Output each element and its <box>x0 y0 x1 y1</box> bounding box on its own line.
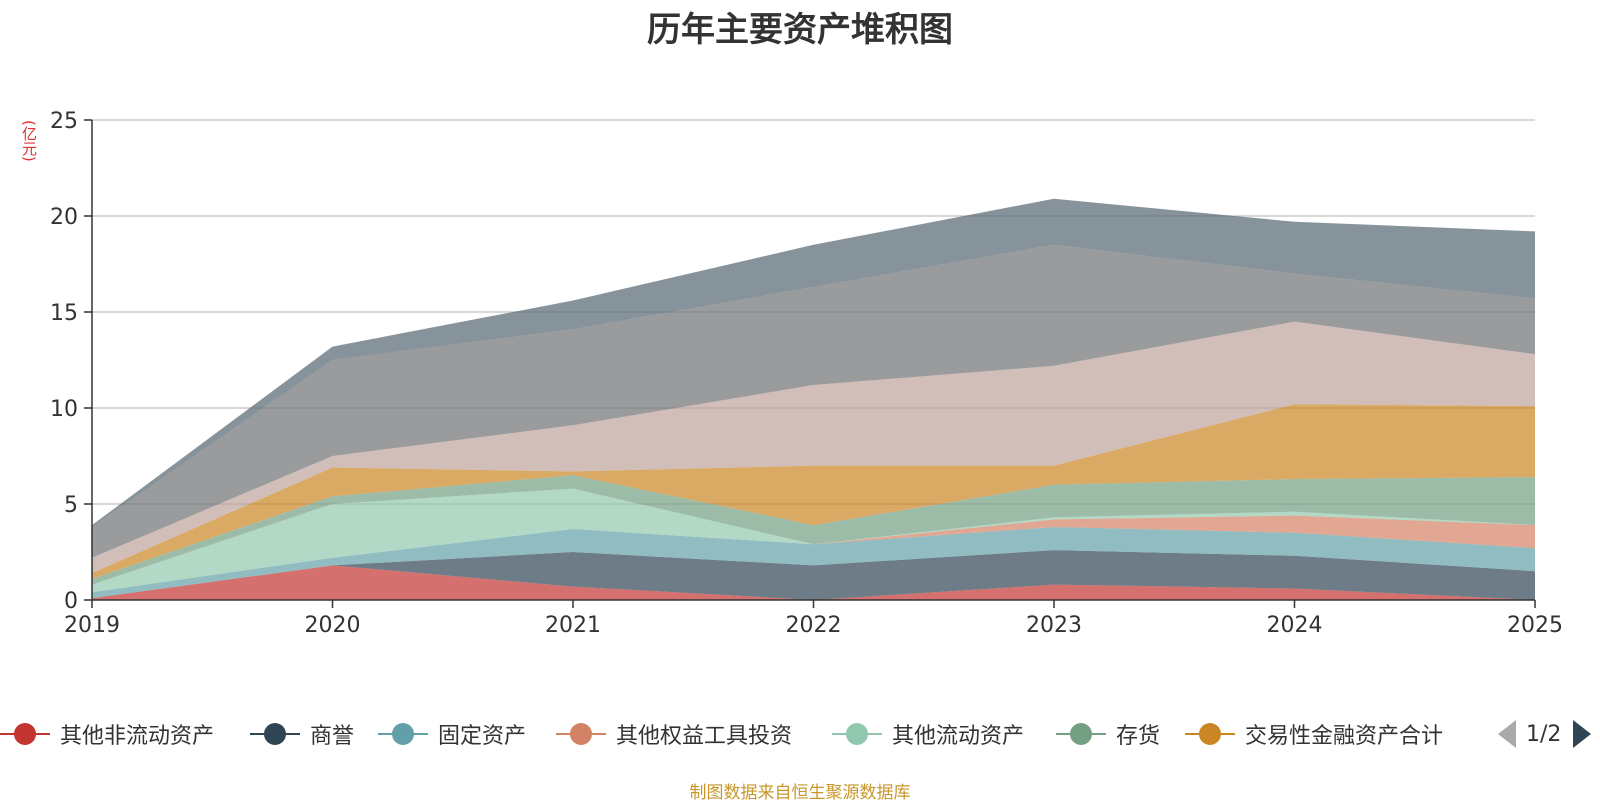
pager-next-icon[interactable] <box>1573 720 1592 748</box>
x-tick-label: 2021 <box>545 613 601 638</box>
chart-title: 历年主要资产堆积图 <box>647 10 953 50</box>
y-tick-label: 10 <box>50 397 78 422</box>
y-tick-label: 25 <box>50 109 78 134</box>
area-series <box>92 198 1535 600</box>
pager-prev-icon[interactable] <box>1498 720 1516 748</box>
legend-label: 其他权益工具投资 <box>616 724 793 749</box>
area-series-7[interactable] <box>92 404 1535 579</box>
legend-item[interactable]: 固定资产 <box>378 716 526 752</box>
x-tick-label: 2019 <box>64 613 120 638</box>
legend-marker-icon <box>556 721 606 747</box>
area-series-6[interactable] <box>92 475 1535 585</box>
legend-marker-icon <box>1056 721 1106 747</box>
legend-item[interactable]: 其他流动资产 <box>832 716 1024 752</box>
legend-item[interactable]: 其他权益工具投资 <box>556 716 792 752</box>
legend: 其他非流动资产 商誉 固定资产 其他权益工具投资 其他流动资产 存货 交易性金融资产合计 <box>0 716 1600 752</box>
area-series-2[interactable] <box>92 550 1535 600</box>
legend-pager: 1/2 <box>1498 716 1592 752</box>
area-series-10[interactable] <box>92 198 1535 527</box>
y-axis-unit-label: (亿元) <box>20 120 38 162</box>
legend-marker-icon <box>378 721 428 747</box>
x-tick-label: 2023 <box>1026 613 1082 638</box>
area-series-3[interactable] <box>92 527 1535 599</box>
area-series-1[interactable] <box>92 565 1535 600</box>
legend-label: 固定资产 <box>438 724 527 749</box>
legend-label: 存货 <box>1116 724 1161 749</box>
area-series-5[interactable] <box>92 488 1535 593</box>
legend-marker-icon <box>0 721 50 747</box>
legend-marker-icon <box>1185 721 1235 747</box>
legend-item[interactable]: 其他非流动资产 <box>0 716 214 752</box>
area-series-8[interactable] <box>92 321 1535 574</box>
y-tick-label: 5 <box>64 493 78 518</box>
x-tick-label: 2022 <box>786 613 842 638</box>
area-series-4[interactable] <box>92 515 1535 593</box>
x-tick-label: 2020 <box>305 613 361 638</box>
y-tick-label: 0 <box>64 589 78 614</box>
legend-item[interactable]: 交易性金融资产合计 <box>1185 716 1443 752</box>
legend-label: 交易性金融资产合计 <box>1245 724 1444 749</box>
legend-marker-icon <box>832 721 882 747</box>
y-tick-label: 20 <box>50 205 78 230</box>
legend-label: 其他非流动资产 <box>60 724 215 749</box>
y-tick-label: 15 <box>50 301 78 326</box>
x-tick-label: 2024 <box>1267 613 1323 638</box>
data-source-note: 制图数据来自恒生聚源数据库 <box>689 783 911 803</box>
pager-page-indicator: 1/2 <box>1526 721 1562 747</box>
x-tick-label: 2025 <box>1507 613 1563 638</box>
legend-item[interactable]: 商誉 <box>250 716 354 752</box>
area-series-9[interactable] <box>92 244 1535 558</box>
legend-label: 商誉 <box>310 724 355 749</box>
legend-marker-icon <box>250 721 300 747</box>
legend-item[interactable]: 存货 <box>1056 716 1160 752</box>
legend-label: 其他流动资产 <box>892 724 1025 749</box>
